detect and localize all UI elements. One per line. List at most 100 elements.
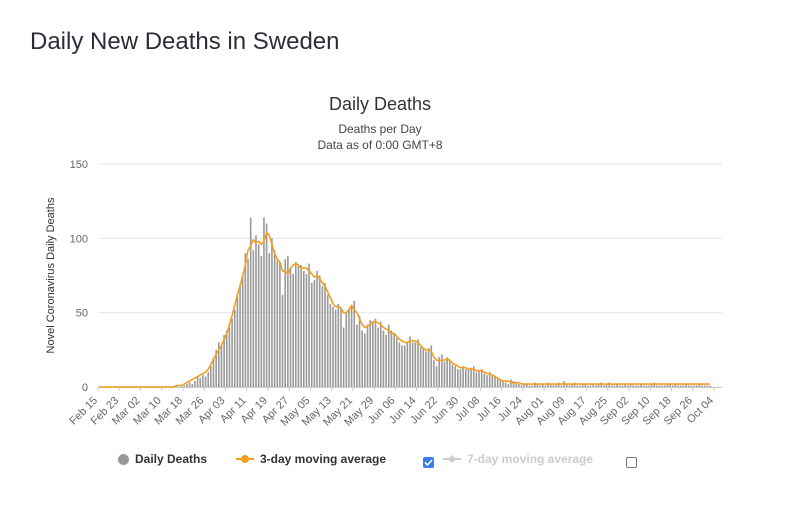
daily-deaths-bar (233, 309, 236, 387)
daily-deaths-bar (472, 366, 475, 387)
daily-deaths-bar (393, 333, 395, 387)
chart-subtitle-line-1: Deaths per Day (338, 122, 422, 136)
y-tick-label: 50 (76, 308, 88, 320)
legend-item-daily-deaths[interactable]: Daily Deaths (118, 452, 207, 466)
daily-deaths-bar (502, 381, 504, 387)
daily-deaths-bar (313, 279, 316, 387)
daily-deaths-bar (480, 369, 483, 387)
daily-deaths-bar (310, 282, 313, 387)
daily-deaths-bar (326, 294, 329, 387)
daily-deaths-bar (223, 334, 225, 387)
daily-deaths-bar (263, 217, 265, 387)
daily-deaths-bar (677, 385, 679, 387)
daily-deaths-bar (475, 372, 478, 387)
daily-deaths-bar (268, 253, 271, 387)
daily-deaths-bar (544, 385, 547, 387)
daily-deaths-bar (342, 327, 345, 387)
legend-daily-deaths-label: Daily Deaths (135, 452, 208, 466)
daily-deaths-bar (194, 381, 196, 387)
daily-deaths-bar (417, 339, 419, 387)
daily-deaths-bar (289, 268, 292, 387)
daily-deaths-bar (637, 385, 640, 387)
daily-deaths-bar (318, 275, 321, 387)
daily-deaths-bar (496, 378, 499, 387)
daily-deaths-bar (470, 367, 472, 387)
daily-deaths-bar (204, 376, 207, 387)
daily-deaths-bar (438, 357, 441, 387)
legend-7-day-average-label: 7-day moving average (467, 452, 594, 466)
daily-deaths-bar (685, 384, 687, 387)
daily-deaths-bar (443, 361, 446, 387)
daily-deaths-bar (486, 375, 488, 387)
daily-deaths-bar (207, 372, 209, 387)
daily-deaths-bar (491, 375, 494, 387)
daily-deaths-bar (595, 385, 597, 387)
daily-deaths-bar (579, 385, 581, 387)
daily-deaths-bar (231, 318, 233, 387)
daily-deaths-bar (462, 366, 464, 387)
daily-deaths-bar (324, 282, 326, 387)
daily-deaths-bar (273, 250, 276, 387)
chart-subtitle-line-2: Data as of 0:00 GMT+8 (317, 138, 443, 152)
3-day-average-checkbox[interactable] (423, 457, 434, 468)
y-axis-title: Novel Coronavirus Daily Deaths (45, 197, 57, 353)
daily-deaths-bar (353, 300, 356, 387)
daily-deaths-bar (247, 259, 249, 387)
daily-deaths-bar (549, 384, 552, 387)
daily-deaths-bar (332, 306, 334, 387)
daily-deaths-bar (279, 262, 281, 387)
daily-deaths-bar (478, 370, 480, 387)
daily-deaths-bar (435, 366, 438, 387)
daily-deaths-bar (494, 376, 496, 387)
daily-deaths-bar (186, 384, 188, 387)
daily-deaths-bar (271, 238, 273, 387)
daily-deaths-bar (225, 330, 228, 387)
daily-deaths-bar (369, 320, 371, 387)
daily-deaths-bar (515, 382, 518, 387)
daily-deaths-bar (422, 348, 425, 387)
daily-deaths-bar (374, 318, 377, 387)
daily-deaths-bar (611, 385, 613, 387)
daily-deaths-bar (669, 384, 672, 387)
daily-deaths-bar (385, 334, 387, 387)
daily-deaths-bar (446, 357, 448, 387)
daily-deaths-bar (626, 385, 629, 387)
daily-deaths-bar (409, 336, 411, 387)
daily-deaths-bar (664, 385, 666, 387)
daily-deaths-bar (372, 321, 374, 387)
daily-deaths-bar (693, 385, 695, 387)
daily-deaths-bar (703, 385, 706, 387)
daily-deaths-bar (613, 385, 616, 387)
daily-deaths-bar (576, 385, 579, 387)
daily-deaths-bar (220, 345, 223, 387)
daily-deaths-bar (592, 384, 595, 387)
daily-deaths-bar (414, 342, 417, 387)
legend-item-3-day-average[interactable]: 3-day moving average (236, 452, 386, 466)
daily-deaths-bar (618, 385, 621, 387)
daily-deaths-bar (688, 385, 690, 387)
daily-deaths-bar (364, 333, 366, 387)
daily-deaths-bar (403, 345, 406, 387)
legend-3-day-average-marker-icon (236, 455, 254, 463)
daily-deaths-bar (425, 351, 427, 387)
daily-deaths-bar (451, 364, 454, 387)
daily-deaths-bar (401, 345, 403, 387)
daily-deaths-bar (698, 384, 701, 387)
daily-deaths-bar (255, 235, 257, 387)
daily-deaths-bar (674, 384, 677, 387)
daily-deaths-bar (589, 385, 592, 387)
legend-7-day-average-marker-icon (443, 455, 461, 463)
daily-deaths-bar (531, 385, 533, 387)
daily-deaths-bar (228, 327, 231, 387)
7-day-average-checkbox[interactable] (626, 457, 637, 468)
daily-deaths-bar (709, 385, 711, 387)
daily-deaths-bar (666, 384, 669, 387)
legend-item-7-day-average[interactable]: 7-day moving average (443, 452, 593, 466)
daily-deaths-bar (329, 303, 332, 387)
daily-deaths-bar (565, 384, 568, 387)
daily-deaths-bar (244, 253, 247, 387)
daily-deaths-bar (672, 385, 674, 387)
daily-deaths-bar (212, 358, 215, 387)
daily-deaths-bar (183, 385, 186, 387)
daily-deaths-bar (552, 385, 555, 387)
